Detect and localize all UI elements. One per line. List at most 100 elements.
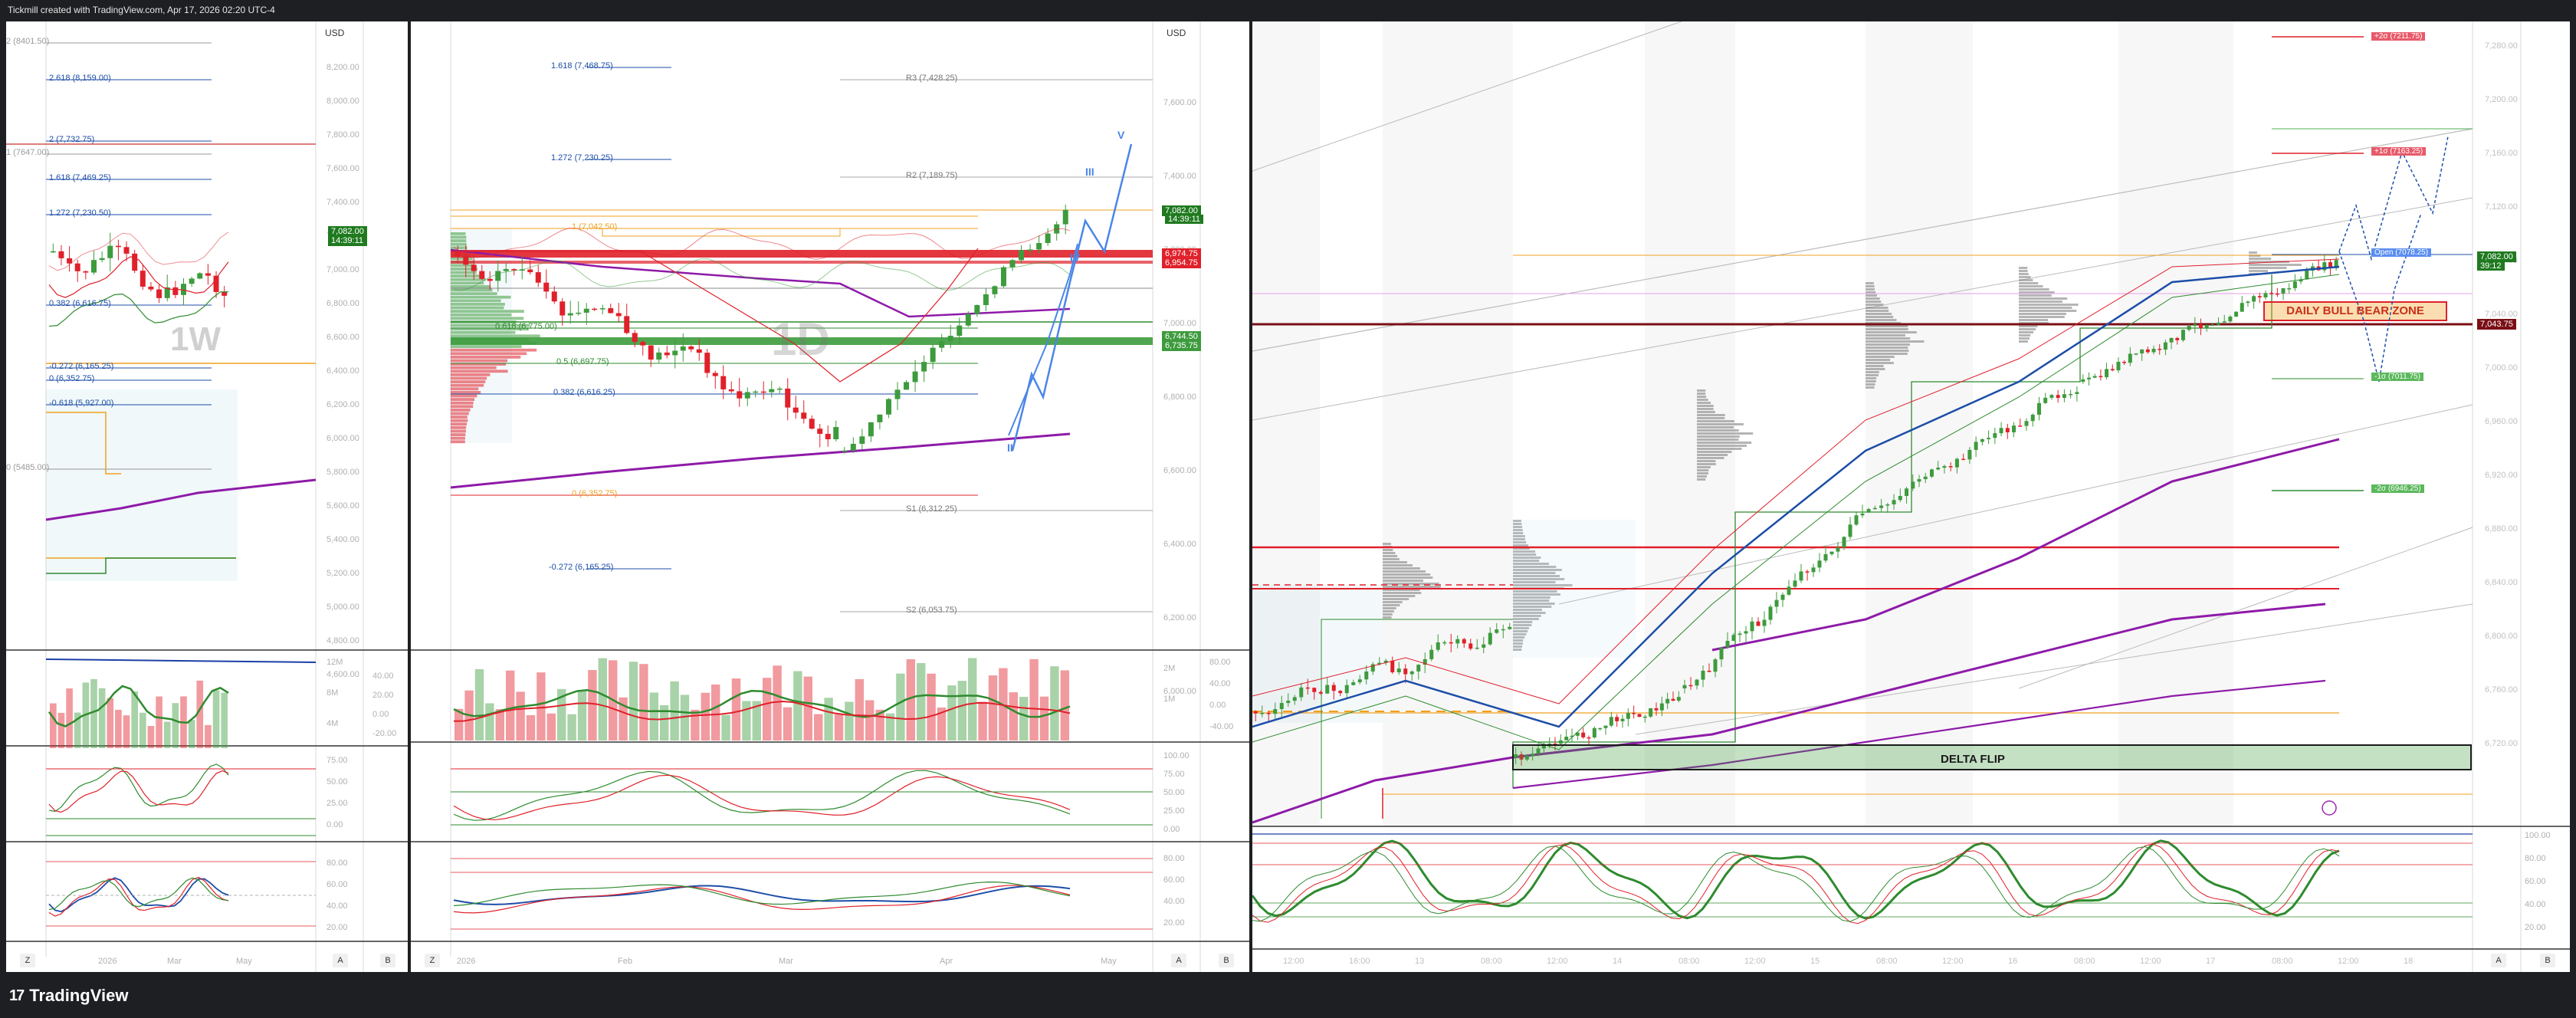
- volume-ma: [48, 685, 229, 727]
- volume-bar: [1050, 666, 1059, 741]
- volume-bar: [947, 685, 957, 741]
- stoch-tick: 75.00: [327, 756, 348, 765]
- candle: [511, 268, 517, 271]
- price-tick: 8,000.00: [327, 97, 359, 106]
- volume-profile-bar: [451, 363, 507, 366]
- volume-profile-bar: [1866, 288, 1875, 291]
- zoom-button[interactable]: Z: [425, 954, 440, 967]
- volume-profile-bar: [2019, 319, 2049, 321]
- candle: [2252, 296, 2256, 302]
- auto-scale-button[interactable]: A: [333, 954, 348, 967]
- auto-scale-button[interactable]: A: [1171, 954, 1186, 967]
- zoom-button[interactable]: Z: [20, 954, 35, 967]
- band-line: [1252, 274, 2340, 750]
- candle: [792, 407, 799, 413]
- candle: [1929, 469, 1934, 477]
- tradingview-logo[interactable]: 17 TradingView: [9, 986, 128, 1006]
- volume-profile-bar: [1513, 627, 1529, 629]
- price-tag: 6,954.75: [1162, 258, 1201, 268]
- volume-profile-bar: [2019, 337, 2030, 340]
- volume-profile-bar: [1513, 581, 1556, 583]
- volume-profile-bar: [451, 313, 512, 317]
- volume-profile-bar: [451, 232, 466, 235]
- intraday-chart-canvas[interactable]: [1252, 21, 2570, 972]
- candle: [1961, 458, 1966, 461]
- candle: [551, 291, 557, 302]
- candle: [1036, 243, 1042, 250]
- chart-pane-weekly[interactable]: USD 2 (8401.50) 2.618 (8,159.00) 2 (7,732.…: [6, 21, 408, 972]
- price-tick: 7,600.00: [1163, 98, 1196, 107]
- oscillator-signal: [1252, 846, 2340, 922]
- volume-profile-bar: [451, 310, 524, 313]
- candle: [164, 287, 170, 298]
- volume-profile-bar: [451, 303, 505, 306]
- volume-bar: [649, 692, 658, 741]
- rsi-line: [453, 885, 1071, 914]
- log-scale-button[interactable]: B: [380, 954, 395, 967]
- candle: [1416, 665, 1421, 672]
- auto-scale-button[interactable]: A: [2491, 954, 2506, 967]
- price-tag: 6,974.75: [1162, 248, 1201, 259]
- volume-profile-bar: [1513, 636, 1525, 639]
- moving-average: [450, 432, 1071, 489]
- volume-bar: [205, 724, 212, 748]
- volume-bar: [845, 701, 854, 741]
- volume-profile-bar: [1513, 572, 1556, 574]
- daily-chart-canvas[interactable]: [411, 21, 1249, 972]
- log-scale-button[interactable]: B: [1219, 954, 1234, 967]
- price-tick: 5,200.00: [327, 569, 359, 578]
- volume-profile-bar: [451, 345, 522, 348]
- candle: [965, 314, 971, 326]
- volume-profile-bar: [1866, 365, 1884, 367]
- time-tick: 14: [1613, 957, 1623, 966]
- volume-profile-bar: [1513, 532, 1524, 534]
- volume-profile-bar: [2019, 334, 2031, 337]
- fib-label: 0.5 (6,697.75): [556, 357, 609, 366]
- volume-profile-bar: [451, 366, 497, 369]
- volume-profile-bar: [1513, 523, 1522, 525]
- projection-path: [2338, 212, 2422, 383]
- time-tick: 2026: [98, 957, 117, 966]
- band-line: [1252, 258, 2340, 704]
- volume-profile-bar: [1866, 310, 1889, 312]
- candle: [1019, 250, 1025, 261]
- price-tick: 4,800.00: [327, 636, 359, 645]
- chart-pane-daily[interactable]: USD 1.618 (7,468.75) 1.272 (7,230.25) 1 (7…: [411, 21, 1249, 972]
- candle: [2075, 392, 2079, 394]
- price-tick: 6,720.00: [2485, 739, 2518, 748]
- volume-bar: [619, 697, 628, 741]
- candle: [1531, 754, 1535, 756]
- volume-profile-bar: [451, 387, 479, 391]
- time-tick: 17: [2206, 957, 2216, 966]
- candle: [1787, 586, 1791, 595]
- volume-bar: [454, 708, 464, 741]
- candle: [608, 308, 614, 314]
- volume-bar: [875, 709, 884, 741]
- time-tick: 12:00: [1547, 957, 1568, 966]
- candle: [1403, 668, 1408, 675]
- volume-profile-bar: [1697, 392, 1706, 395]
- candle: [2187, 326, 2191, 330]
- candle: [1905, 488, 1909, 496]
- candle: [2005, 428, 2010, 432]
- candle: [1318, 691, 1323, 694]
- price-tick: 6,000.00: [327, 434, 359, 443]
- candle: [2287, 287, 2292, 290]
- candle: [688, 346, 694, 350]
- log-scale-button[interactable]: B: [2540, 954, 2555, 967]
- volume-bar: [1060, 670, 1069, 741]
- band-line: [48, 256, 229, 298]
- candle: [2062, 394, 2066, 399]
- volume-profile-bar: [1697, 448, 1742, 450]
- volume-profile-bar: [2019, 285, 2043, 287]
- channel-line: [1252, 21, 1682, 172]
- range-fill: [46, 389, 238, 581]
- candle: [454, 251, 461, 257]
- weekly-chart-canvas[interactable]: [6, 21, 408, 972]
- fib-label: 1 (7647.00): [6, 148, 50, 157]
- candle: [592, 308, 598, 310]
- volume-profile-bar: [1697, 463, 1716, 465]
- volume-profile-bar: [451, 426, 467, 429]
- chart-pane-intraday[interactable]: 7,280.007,200.007,160.007,120.007,080.00…: [1252, 21, 2570, 972]
- rsi-tick: 20.00: [1163, 918, 1185, 928]
